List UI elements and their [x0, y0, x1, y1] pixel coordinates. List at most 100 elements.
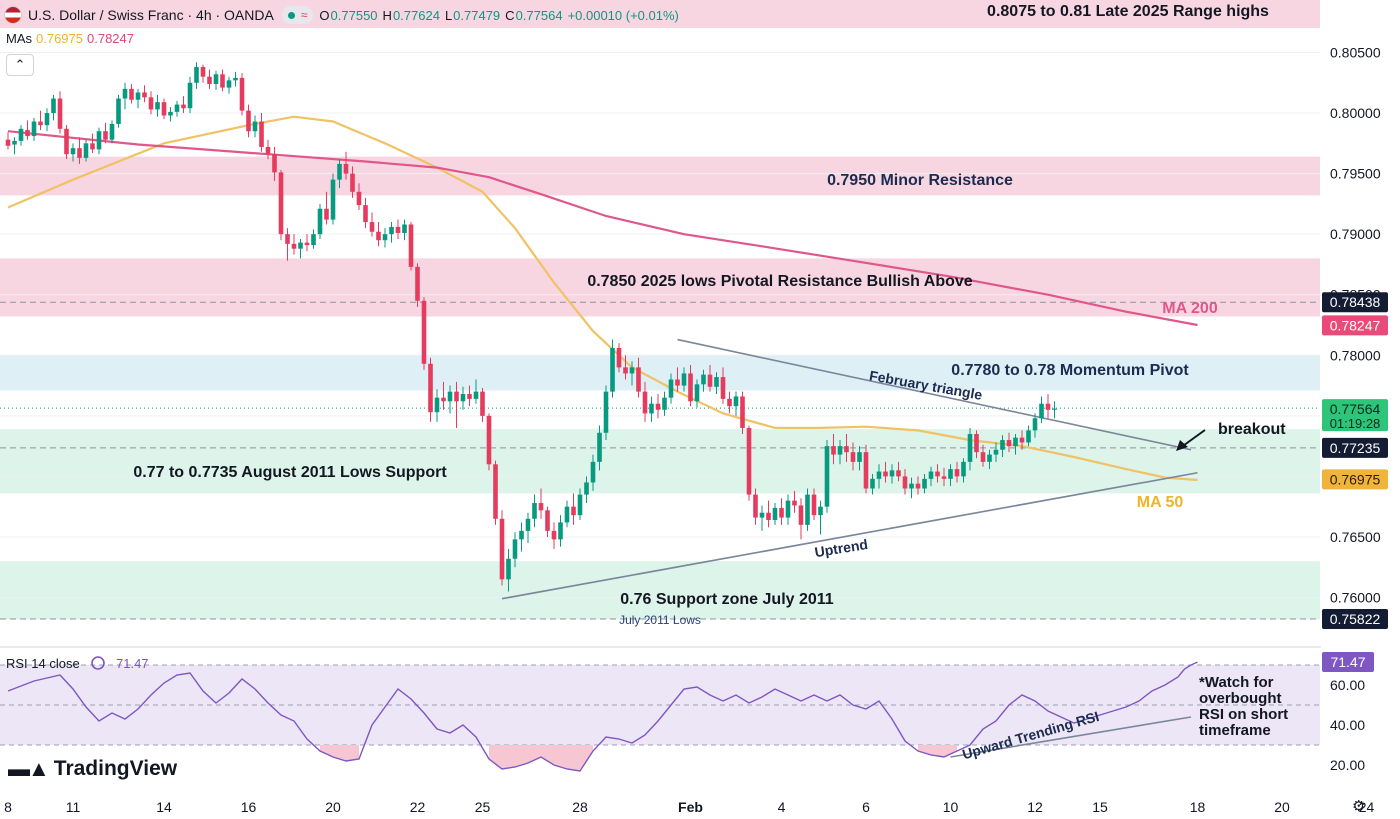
candle-body [837, 446, 843, 455]
candle [759, 505, 765, 531]
price-label-box [1322, 315, 1388, 336]
candle [499, 510, 505, 586]
candle-body [200, 67, 206, 77]
symbol-title[interactable]: U.S. Dollar / Swiss Franc · 4h · OANDA [28, 7, 274, 23]
candle-body [798, 505, 804, 525]
candle-body [252, 121, 258, 132]
candle-body [551, 530, 557, 540]
rsi-settings-icon [91, 656, 105, 670]
candle [317, 203, 323, 240]
zone-band [0, 429, 1320, 494]
usd-chf-flag-icon [4, 6, 22, 24]
candle [902, 469, 908, 495]
time-tick-label: 8 [4, 799, 12, 815]
candle [116, 94, 121, 128]
candle [493, 460, 498, 525]
candle-body [889, 470, 895, 477]
candle-body [805, 494, 810, 525]
candle [70, 143, 76, 162]
candle [402, 219, 407, 241]
candle [168, 107, 173, 122]
candle-body [993, 449, 999, 455]
candle [512, 532, 518, 568]
candle [863, 444, 869, 494]
candle-body [122, 88, 128, 99]
candle-body [226, 80, 232, 88]
candle [727, 391, 732, 414]
candle-body [818, 506, 823, 516]
collapse-legend-button[interactable]: ⌃ [6, 54, 34, 76]
price-label: 0.75822 [1330, 611, 1381, 627]
candle [428, 357, 433, 422]
candle-body [876, 471, 882, 479]
candle-body [460, 394, 466, 402]
candle [915, 476, 921, 495]
candle-body [304, 242, 310, 246]
candle [148, 91, 154, 115]
rsi-value-label: 71.47 [1330, 654, 1365, 670]
price-label: 0.78438 [1330, 294, 1381, 310]
candle-body [239, 77, 245, 111]
grid-layer [0, 52, 1400, 648]
annotation-watch-rsi: *Watch for [1199, 674, 1274, 691]
ma-legend[interactable]: MAs 0.76975 0.78247 [6, 31, 134, 46]
candle-body [103, 131, 108, 140]
candle [701, 369, 706, 392]
chart-settings-gear-icon[interactable]: ⚙ [1352, 798, 1366, 815]
zone-band [0, 156, 1320, 196]
price-tick-label: 0.80000 [1330, 105, 1381, 121]
candle-body [766, 512, 771, 520]
candle-body [733, 396, 739, 407]
candle-body [285, 234, 290, 244]
candle [538, 488, 544, 519]
candle-body [642, 391, 648, 414]
annotation-watch-rsi: RSI on short [1199, 706, 1288, 723]
annotations-layer: 0.8075 to 0.81 Late 2025 Range highs 0.79… [133, 3, 1286, 627]
annotation-ma200: MA 200 [1162, 300, 1218, 317]
candle [564, 500, 570, 528]
candle [239, 73, 245, 116]
candle-body [720, 377, 726, 399]
candle [909, 477, 914, 499]
candle [1019, 430, 1025, 450]
time-tick-label: 6 [862, 799, 870, 815]
price-tick-label: 0.76500 [1330, 529, 1381, 545]
candle [272, 146, 277, 181]
candle-body [389, 226, 394, 235]
candle [720, 367, 726, 404]
candle [1039, 396, 1044, 424]
candle-body [265, 146, 271, 155]
price-tick-label: 0.79500 [1330, 166, 1381, 182]
ohlc-close: C0.77564 [505, 7, 563, 23]
candle [421, 297, 427, 370]
logo-text: TradingView [53, 757, 178, 780]
candle-body [1032, 418, 1038, 431]
candle [246, 104, 251, 138]
candle-body [649, 403, 654, 414]
candle [213, 70, 219, 91]
candle-body [369, 222, 375, 232]
candle [38, 110, 43, 131]
candle-body [343, 163, 349, 174]
candle-body [707, 374, 713, 387]
candle-body [1019, 437, 1025, 443]
market-status-pill[interactable]: ≈ [281, 6, 314, 24]
price-label: 0.76975 [1330, 471, 1381, 487]
candle [122, 82, 128, 110]
annotation-july-2011-lows: July 2011 Lows [619, 613, 701, 627]
time-tick-label: 24 [1359, 799, 1375, 815]
candle-body [64, 128, 69, 155]
candle [135, 88, 141, 109]
candle [961, 458, 966, 483]
market-open-icon [287, 11, 295, 19]
candle [1052, 401, 1057, 419]
candle [220, 69, 225, 92]
candle-body [974, 434, 979, 453]
candle [252, 115, 258, 138]
price-tick-label: 0.80500 [1330, 45, 1381, 61]
candle-body [415, 266, 420, 301]
tradingview-logo[interactable]: ▬▲ TradingView [8, 756, 177, 782]
candle [779, 498, 784, 525]
time-tick-label: 22 [410, 799, 426, 815]
candle [1045, 394, 1051, 419]
